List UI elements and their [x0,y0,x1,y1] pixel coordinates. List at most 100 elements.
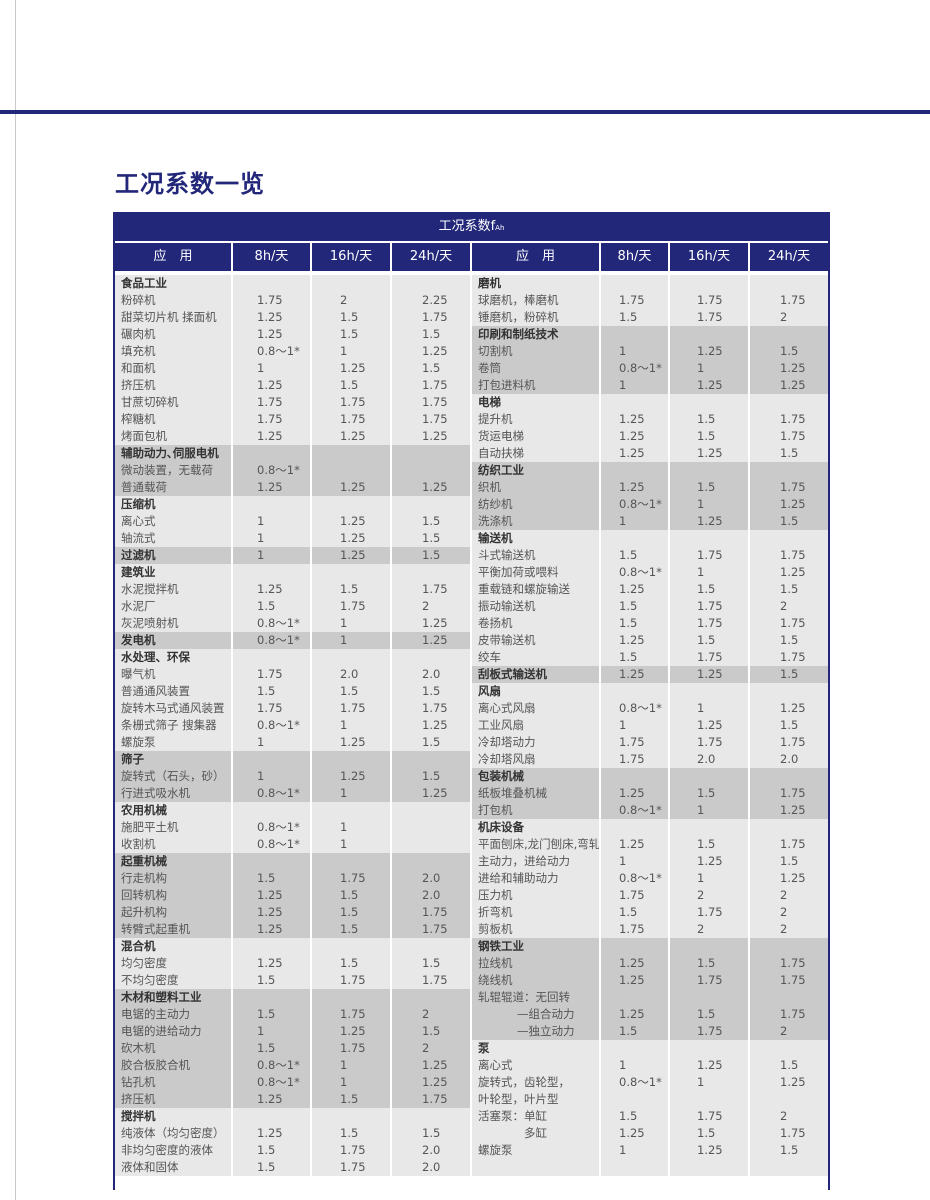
factor-value: 1.5 [750,666,828,683]
factor-value: 1.75 [750,428,828,445]
application-label: 轴流式 [115,530,231,547]
factor-value: 1.5 [670,785,748,802]
factor-value: 0.8～1* [601,700,668,717]
table-row: —独立动力 1.5 1.75 2 [472,1023,828,1040]
application-label: 砍木机 [115,1040,231,1057]
factor-value: 1.75 [670,292,748,309]
factor-value: 1.5 [750,343,828,360]
application-label: 货运电梯 [472,428,599,445]
application-label: 纯液体（均匀密度） [115,1125,231,1142]
factor-value: 1 [312,615,390,632]
factor-value: 0.8～1* [601,870,668,887]
factor-value: 1.75 [601,887,668,904]
application-label: 行进式吸水机 [115,785,231,802]
col-header-16h: 16h/天 [670,243,748,271]
application-label: 主动力，进给动力 [472,853,599,870]
factor-value: 2 [750,1108,828,1125]
factor-value: 1.5 [233,870,310,887]
application-label: 电锯的主动力 [115,1006,231,1023]
factor-value: 1.25 [670,666,748,683]
factor-value: 1.5 [312,581,390,598]
table-row: 活塞泵：单缸 1.5 1.75 2 [472,1108,828,1125]
application-label: 多缸 [472,1125,599,1142]
factor-value [750,819,828,836]
application-label: 打包进料机 [472,377,599,394]
application-label: 折弯机 [472,904,599,921]
factor-value: 1.5 [750,1057,828,1074]
application-label: 工业风扇 [472,717,599,734]
factor-value: 1.25 [750,496,828,513]
factor-value: 1.75 [750,649,828,666]
page-margin-line [15,0,16,1200]
table-row: 绕线机 1.25 1.75 1.75 [472,972,828,989]
factor-value [601,819,668,836]
factor-value: 1.25 [233,955,310,972]
application-label: 水泥厂 [115,598,231,615]
factor-value: 1.25 [601,411,668,428]
factor-value [601,1091,668,1108]
table-row: 甘蔗切碎机 1.75 1.75 1.75 [115,394,470,411]
service-factor-table: 工况系数fAh 应 用 8h/天 16h/天 24h/天 应 用 8h/天 16… [113,212,830,1190]
factor-value [750,275,828,292]
factor-value: 0.8～1* [233,717,310,734]
factor-value [392,462,470,479]
factor-value: 1.75 [750,836,828,853]
factor-value: 1.25 [601,632,668,649]
factor-value: 1.75 [312,1040,390,1057]
factor-value [312,802,390,819]
table-row: 螺旋泵 1 1.25 1.5 [472,1142,828,1159]
factor-value [601,530,668,547]
factor-value: 1.5 [312,377,390,394]
table-row: 旋转式（石头，砂） 1 1.25 1.5 [115,768,470,785]
factor-value: 1.25 [601,666,668,683]
group-header-row: 筛子 [115,751,470,768]
table-row: 轧辊辊道：无回转 [472,989,828,1006]
table-row: 打包进料机 1 1.25 1.25 [472,377,828,394]
factor-value: 1.75 [670,309,748,326]
application-label: 挤压机 [115,1091,231,1108]
factor-value: 1.25 [750,377,828,394]
application-label: 粉碎机 [115,292,231,309]
table-row: 旋转木马式通风装置 1.75 1.75 1.75 [115,700,470,717]
factor-value: 1.25 [601,955,668,972]
factor-value: 1 [312,343,390,360]
factor-value: 2 [670,887,748,904]
factor-value: 1.5 [392,1125,470,1142]
factor-value: 1.75 [601,292,668,309]
factor-value [670,1091,748,1108]
factor-value: 2.0 [392,666,470,683]
factor-value: 1.75 [392,581,470,598]
table-row: 折弯机 1.5 1.75 2 [472,904,828,921]
application-label: 液体和固体 [115,1159,231,1176]
factor-value: 0.8～1* [601,564,668,581]
group-header-row: 刮板式输送机 1.25 1.25 1.5 [472,666,828,683]
factor-value: 1.75 [392,411,470,428]
table-row: 自动扶梯 1.25 1.25 1.5 [472,445,828,462]
application-label: 均匀密度 [115,955,231,972]
factor-value: 2 [392,1006,470,1023]
factor-value: 1.75 [233,394,310,411]
factor-value [312,853,390,870]
table-row: 填充机 0.8～1* 1 1.25 [115,343,470,360]
factor-value: 1.5 [392,547,470,564]
factor-value: 1.25 [601,836,668,853]
application-label: 甘蔗切碎机 [115,394,231,411]
factor-value: 1.25 [312,428,390,445]
factor-value: 1.25 [750,360,828,377]
table-row: 条栅式筛子 搜集器 0.8～1* 1 1.25 [115,717,470,734]
group-header-row: 农用机械 [115,802,470,819]
factor-value [392,649,470,666]
factor-value: 1.5 [312,326,390,343]
table-row: 非均匀密度的液体 1.5 1.75 2.0 [115,1142,470,1159]
factor-value: 1.25 [750,802,828,819]
application-label: 离心式 [472,1057,599,1074]
table-row: 洗涤机 1 1.25 1.5 [472,513,828,530]
factor-value: 1.75 [670,547,748,564]
factor-value: 2.0 [392,870,470,887]
application-label: 绕线机 [472,972,599,989]
factor-value: 1.5 [392,1023,470,1040]
factor-value: 1.25 [670,513,748,530]
factor-value: 1.25 [233,581,310,598]
table-row: 行走机构 1.5 1.75 2.0 [115,870,470,887]
factor-value: 2.25 [392,292,470,309]
